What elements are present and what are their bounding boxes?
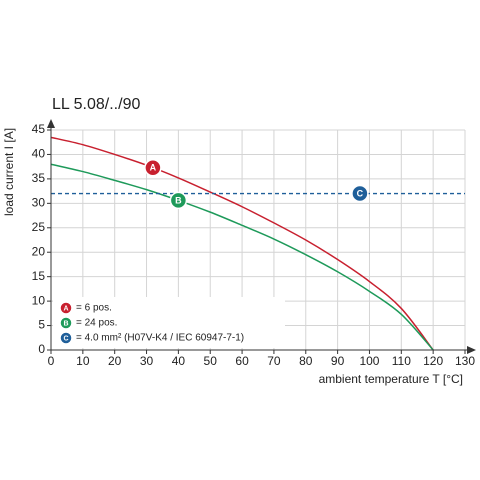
y-tick-label: 45 — [32, 122, 46, 136]
x-tick-label: 100 — [359, 354, 379, 368]
x-tick-label: 50 — [204, 354, 218, 368]
x-tick-label: 110 — [392, 354, 411, 368]
y-tick-label: 40 — [32, 147, 46, 161]
marker-badge — [351, 184, 369, 203]
y-axis-arrow — [47, 119, 55, 128]
x-tick-label: 10 — [76, 354, 90, 368]
legend-box — [53, 297, 285, 348]
series-line — [50, 136, 434, 351]
marker-letter: A — [63, 305, 68, 312]
series-line — [50, 163, 434, 351]
x-axis-arrow — [467, 346, 476, 354]
y-tick-label: 10 — [32, 293, 46, 307]
legend-label: = 4.0 mm² (H07V-K4 / IEC 60947-7-1) — [76, 333, 244, 344]
marker-badge — [169, 191, 188, 210]
y-axis-label: load current I [A] — [2, 128, 16, 216]
y-tick-label: 5 — [38, 318, 45, 332]
y-tick-label: 0 — [38, 342, 45, 356]
y-tick-label: 30 — [32, 196, 46, 210]
x-tick-label: 80 — [299, 354, 313, 368]
legend-label: = 6 pos. — [76, 303, 112, 314]
marker-badge — [59, 301, 73, 315]
y-tick-label: 15 — [32, 269, 46, 283]
marker-badge — [59, 316, 73, 330]
x-tick-label: 70 — [267, 354, 281, 368]
y-tick-label: 25 — [32, 220, 46, 234]
marker-letter: A — [150, 163, 157, 173]
x-tick-label: 40 — [172, 354, 186, 368]
x-tick-label: 60 — [235, 354, 249, 368]
x-tick-label: 0 — [48, 354, 55, 368]
x-tick-label: 130 — [455, 354, 475, 368]
x-tick-label: 20 — [108, 354, 122, 368]
x-axis-label: ambient temperature T [°C] — [319, 372, 463, 386]
x-tick-label: 30 — [140, 354, 154, 368]
y-tick-label: 35 — [32, 171, 46, 185]
chart-title: LL 5.08/../90 — [52, 96, 140, 113]
marker-badge — [59, 331, 73, 345]
marker-letter: B — [63, 320, 68, 327]
x-tick-label: 120 — [423, 354, 443, 368]
marker-letter: B — [175, 195, 182, 205]
y-tick-label: 20 — [32, 244, 46, 258]
marker-letter: C — [63, 335, 68, 342]
x-tick-label: 90 — [331, 354, 345, 368]
legend-label: = 24 pos. — [76, 318, 117, 329]
marker-letter: C — [357, 188, 364, 198]
marker-badge — [144, 158, 162, 177]
